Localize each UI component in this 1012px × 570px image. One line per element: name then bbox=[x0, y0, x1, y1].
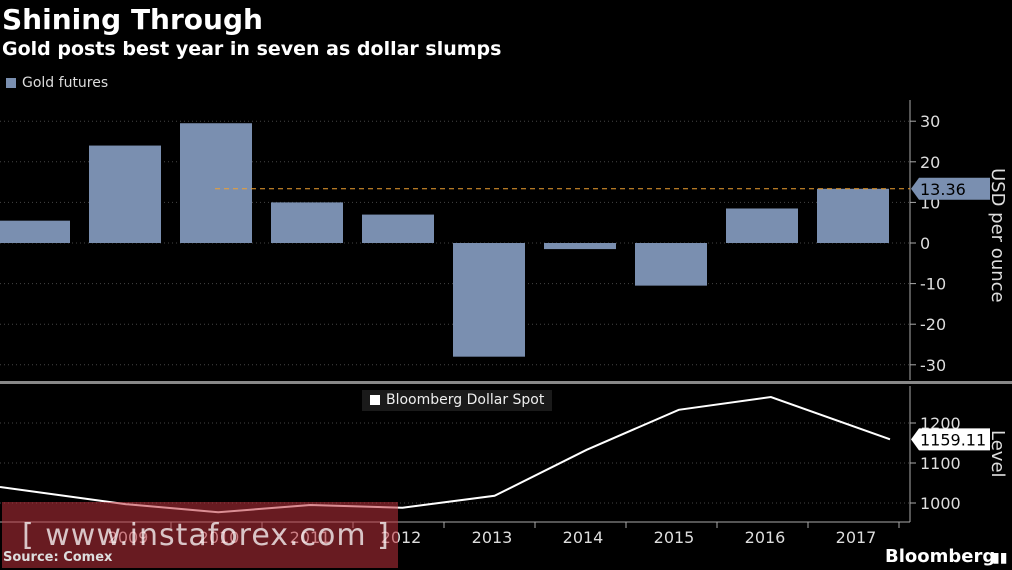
legend-swatch-dollar bbox=[370, 395, 380, 405]
bar-2010 bbox=[180, 123, 252, 243]
brand-logo: Bloomberg bbox=[885, 546, 996, 567]
ytick-label-top-1: 20 bbox=[920, 153, 940, 172]
ytick-label-top-5: -20 bbox=[920, 315, 946, 334]
callout-bg-top bbox=[911, 177, 990, 200]
legend-swatch-gold bbox=[6, 78, 16, 88]
callout-bg-bottom bbox=[911, 428, 990, 451]
ytick-label-top-3: 0 bbox=[920, 234, 930, 253]
panel-divider bbox=[0, 381, 1012, 384]
ytick-label-bottom-1: 1100 bbox=[920, 454, 961, 473]
xtick-label-2013: 2013 bbox=[472, 528, 513, 547]
y-axis-label-bottom: Level bbox=[987, 430, 1008, 478]
y-axis-label-top: USD per ounce bbox=[987, 168, 1008, 303]
xtick-label-2016: 2016 bbox=[745, 528, 786, 547]
value-callout-top: 13.36 bbox=[920, 180, 966, 199]
bloomberg-chart-icon: ▮▮ bbox=[992, 550, 1008, 566]
chart-title: Shining Through bbox=[2, 3, 263, 36]
bar-2015 bbox=[635, 243, 707, 286]
watermark: [ www.instaforex.com ] bbox=[2, 502, 398, 568]
xtick-label-2015: 2015 bbox=[654, 528, 695, 547]
legend-dollar: Bloomberg Dollar Spot bbox=[362, 390, 553, 411]
bar-2017 bbox=[817, 188, 889, 243]
bar-2016 bbox=[726, 208, 798, 243]
legend-label-dollar: Bloomberg Dollar Spot bbox=[386, 392, 545, 408]
bar-2012 bbox=[362, 214, 434, 243]
ytick-label-top-6: -30 bbox=[920, 356, 946, 375]
bar-2008 bbox=[0, 220, 70, 243]
bar-2009 bbox=[89, 145, 161, 243]
bar-2013 bbox=[453, 243, 525, 357]
watermark-text: [ www.instaforex.com ] bbox=[22, 517, 390, 553]
ytick-label-top-4: -10 bbox=[920, 275, 946, 294]
source-note: Source: Comex bbox=[3, 550, 113, 565]
chart-subtitle: Gold posts best year in seven as dollar … bbox=[2, 38, 502, 60]
xtick-label-2017: 2017 bbox=[836, 528, 877, 547]
value-callout-bottom: 1159.11 bbox=[920, 430, 986, 449]
bar-2011 bbox=[271, 202, 343, 243]
legend-gold: Gold futures bbox=[6, 75, 108, 91]
ytick-label-top-0: 30 bbox=[920, 112, 940, 131]
xtick-label-2014: 2014 bbox=[563, 528, 604, 547]
ytick-label-bottom-2: 1000 bbox=[920, 494, 961, 513]
legend-label-gold: Gold futures bbox=[22, 75, 109, 91]
bar-2014 bbox=[544, 243, 616, 250]
dollar-spot-line bbox=[0, 395, 891, 514]
ytick-label-bottom-0: 1200 bbox=[920, 414, 961, 433]
